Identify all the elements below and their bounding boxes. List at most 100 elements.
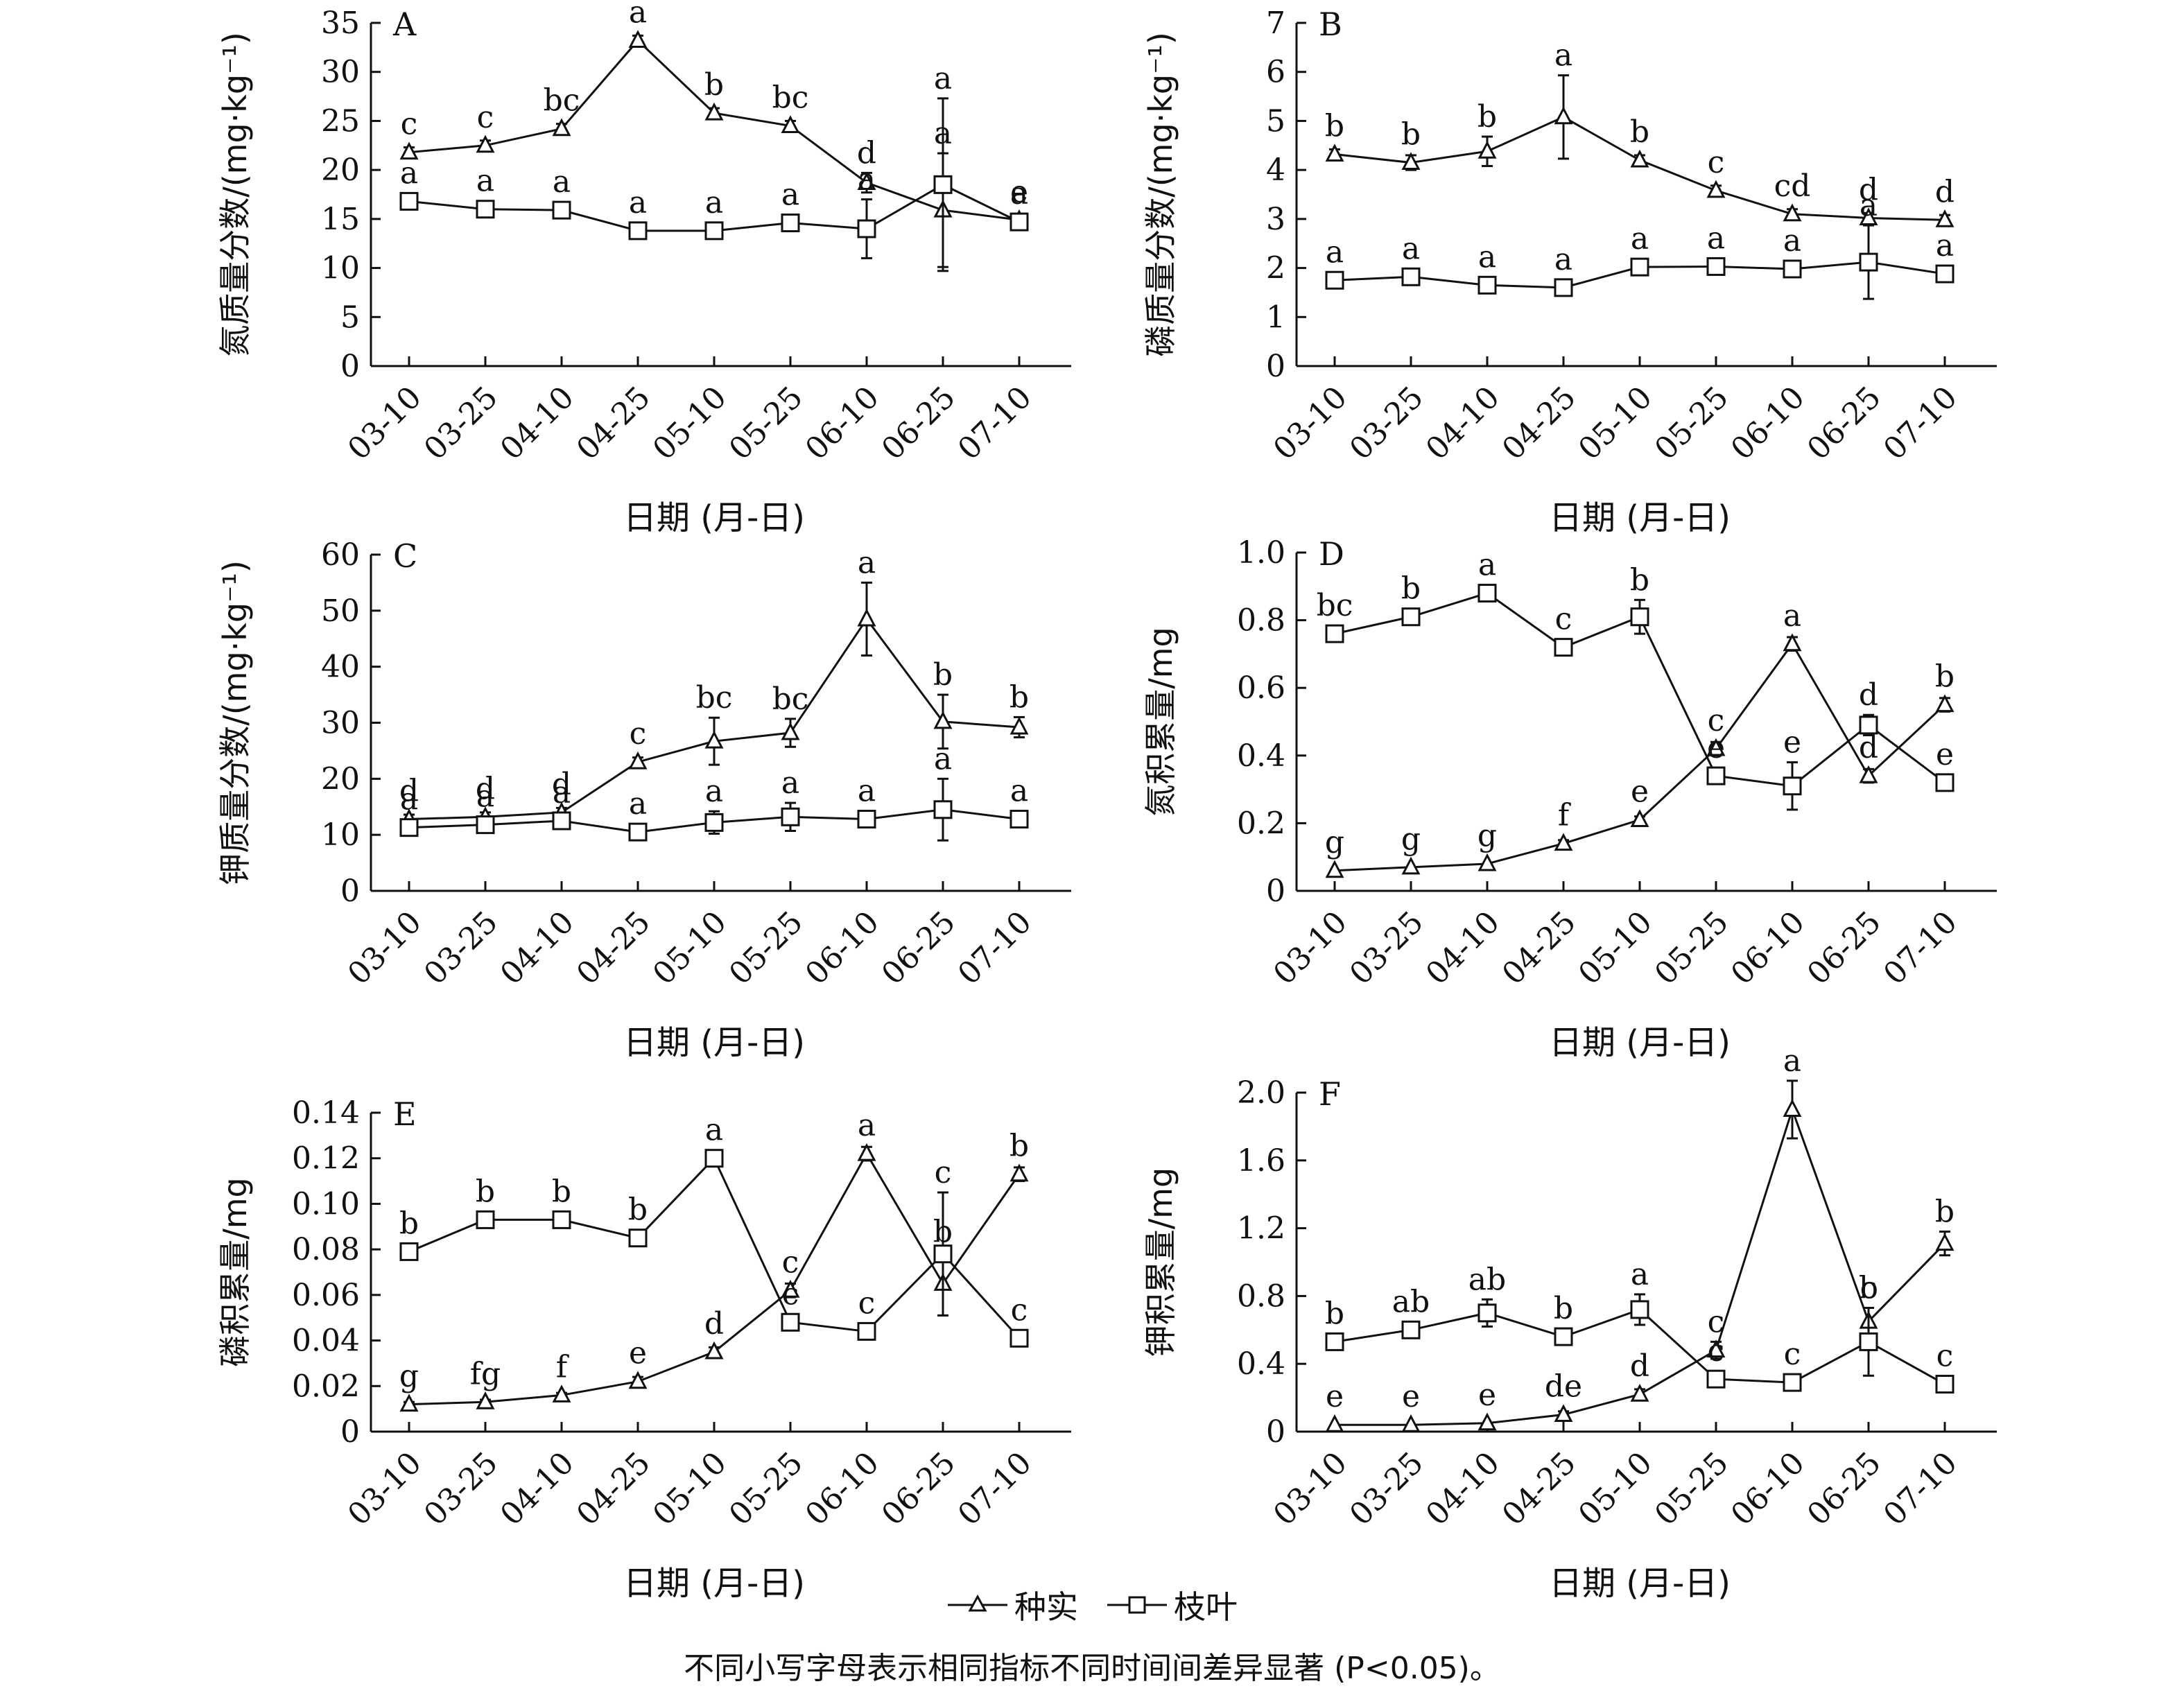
significance-letter: a: [1478, 548, 1496, 583]
significance-letter: a: [476, 164, 494, 199]
y-tick-label: 0.4: [1237, 1346, 1285, 1382]
data-point-square: [704, 813, 724, 832]
x-tick-label: 07-10: [951, 1445, 1039, 1533]
significance-letter: b: [1630, 114, 1649, 150]
x-tick-label: 03-25: [417, 905, 505, 992]
x-tick-label: 06-10: [1724, 905, 1812, 992]
series-leaf: a a a a a a a a a: [399, 61, 1029, 272]
data-point-square: [476, 200, 495, 219]
significance-letter: a: [400, 155, 418, 191]
y-tick-label: 0: [1266, 349, 1285, 384]
significance-letter: a: [781, 177, 799, 213]
significance-letter: d: [1859, 677, 1878, 713]
significance-letter: c: [1708, 1304, 1725, 1339]
significance-letter: a: [1478, 239, 1496, 275]
significance-letter: b: [1009, 1129, 1029, 1164]
data-point-square: [552, 811, 571, 831]
significance-letter: c: [477, 100, 494, 135]
panel-d: 0 0.2 0.4 0.6 0.8 1.0 03-1003-2504-1004-2505-1…: [1142, 535, 1997, 1062]
x-tick-label: 05-25: [722, 1445, 810, 1533]
data-point-triangle: [1325, 144, 1344, 162]
significance-letter: c: [630, 716, 647, 752]
data-point-triangle: [1554, 1404, 1573, 1423]
data-point-triangle: [552, 118, 571, 137]
significance-letter: b: [1477, 99, 1497, 134]
data-point-square: [1477, 275, 1497, 295]
data-point-triangle: [1935, 1233, 1955, 1251]
significance-letter: b: [1935, 659, 1955, 695]
x-axis-label: 日期 (月-日): [1549, 1564, 1731, 1603]
significance-letter: c: [1708, 1333, 1725, 1369]
x-tick-label: 07-10: [1877, 380, 1964, 467]
data-point-square: [1325, 270, 1344, 290]
y-tick-label: 4: [1266, 153, 1285, 188]
significance-letter: c: [782, 1244, 799, 1280]
y-tick-label: 2: [1266, 251, 1285, 286]
y-tick-label: 0.14: [292, 1095, 360, 1131]
y-tick-label: 0.8: [1237, 1278, 1285, 1314]
data-point-square: [933, 175, 953, 194]
data-point-triangle: [857, 608, 876, 627]
x-tick-label: 04-10: [494, 380, 581, 467]
x-tick-label: 05-10: [1572, 1445, 1659, 1533]
data-point-square: [857, 1321, 876, 1341]
data-point-triangle: [1554, 833, 1573, 851]
x-tick-label: 07-10: [1877, 905, 1964, 992]
data-point-triangle: [1325, 1414, 1344, 1432]
significance-letter: c: [935, 1155, 952, 1190]
y-tick-label: 0.2: [1237, 806, 1285, 841]
legend-label-seed: 种实: [1014, 1588, 1078, 1626]
x-tick-label: 03-25: [417, 1445, 505, 1533]
x-tick-label: 06-25: [875, 905, 962, 992]
significance-letter: g: [1401, 822, 1421, 857]
y-tick-label: 0: [340, 874, 360, 909]
legend-label-leaf: 枝叶: [1174, 1588, 1238, 1626]
x-tick-label: 04-25: [1496, 1445, 1583, 1533]
x-axis-label: 日期 (月-日): [1549, 1023, 1731, 1062]
x-tick-label: 03-10: [341, 380, 428, 467]
data-point-square: [1935, 773, 1955, 792]
data-point-triangle: [1401, 1414, 1421, 1432]
panel-f: 0 0.4 0.8 1.2 1.6 2.0 03-1003-2504-1004-2505-1…: [1142, 1043, 1997, 1603]
significance-letter: e: [629, 1336, 647, 1371]
data-point-square: [1859, 252, 1878, 272]
y-tick-label: 0.8: [1237, 603, 1285, 639]
significance-letter: a: [1783, 598, 1801, 634]
significance-letter: bc: [696, 680, 733, 715]
x-tick-label: 05-25: [722, 380, 810, 467]
y-tick-label: 60: [321, 537, 360, 573]
significance-letter: b: [1325, 109, 1344, 144]
data-point-square: [1630, 1300, 1649, 1319]
series-line: [1334, 642, 1946, 872]
y-tick-label: 0.02: [292, 1369, 360, 1404]
y-tick-label: 0.12: [292, 1141, 360, 1176]
significance-letter: ab: [1392, 1284, 1430, 1319]
data-point-triangle: [1783, 203, 1802, 222]
panel-label: A: [392, 6, 417, 43]
data-point-square: [1554, 278, 1573, 297]
x-tick-label: 04-10: [1419, 1445, 1507, 1533]
significance-letter: a: [858, 545, 876, 580]
data-point-triangle: [704, 1341, 724, 1360]
data-point-triangle: [857, 172, 876, 191]
significance-letter: b: [1009, 679, 1029, 715]
significance-letter: a: [781, 765, 799, 801]
significance-letter: d: [704, 1306, 724, 1341]
significance-letter: g: [399, 1359, 419, 1394]
data-point-square: [781, 1312, 800, 1332]
significance-letter: cd: [1774, 168, 1811, 204]
y-tick-label: 0.08: [292, 1232, 360, 1267]
significance-letter: e: [1783, 725, 1801, 761]
data-point-triangle: [1706, 738, 1726, 756]
x-tick-label: 06-25: [1801, 380, 1888, 467]
x-tick-label: 05-25: [1648, 380, 1735, 467]
data-point-square: [1009, 212, 1029, 232]
square-marker-icon: [1107, 1596, 1167, 1614]
x-tick-label: 04-10: [494, 1445, 581, 1533]
data-point-square: [1783, 259, 1802, 279]
significance-letter: c: [1555, 602, 1572, 637]
data-point-triangle: [1009, 716, 1029, 735]
x-tick-label: 04-25: [1496, 380, 1583, 467]
x-tick-label: 04-10: [494, 905, 581, 992]
x-tick-label: 04-25: [1496, 905, 1583, 992]
